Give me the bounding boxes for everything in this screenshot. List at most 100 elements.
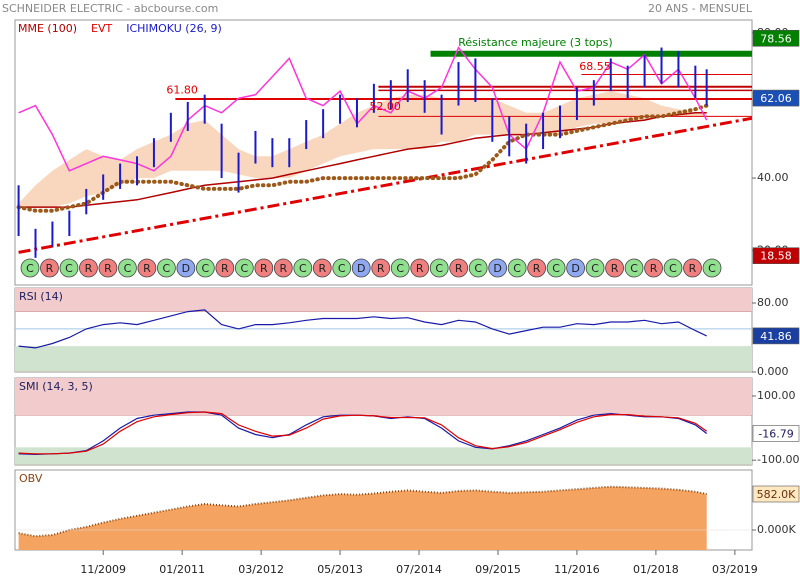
signal-marker	[605, 258, 624, 278]
plot-area	[15, 485, 752, 550]
signal-label: R	[260, 262, 268, 275]
trend-line	[18, 116, 752, 254]
ichimoku-cloud	[18, 91, 707, 208]
kijun-line	[16, 103, 709, 213]
signal-label: R	[650, 262, 658, 275]
obv-area	[18, 486, 707, 550]
legend-entry: ICHIMOKU (26, 9)	[126, 22, 222, 35]
value-box	[752, 485, 800, 503]
signal-label: D	[493, 262, 501, 275]
signal-marker	[273, 258, 293, 278]
signal-marker	[312, 258, 332, 278]
signal-label: R	[221, 262, 229, 275]
signal-label: C	[338, 262, 346, 275]
signal-marker	[40, 258, 59, 278]
signal-marker	[215, 258, 235, 278]
value-box-label: -16.79	[758, 427, 793, 440]
signal-marker	[624, 258, 644, 278]
signal-marker	[293, 258, 313, 278]
x-tick-label: 11/2009	[80, 563, 126, 576]
signal-label: R	[46, 262, 54, 275]
plot-area: Résistance majeure (3 tops) 61.80 52.00 68.…	[16, 36, 752, 258]
signal-marker	[156, 258, 176, 278]
panel	[14, 19, 753, 286]
obv-line	[18, 485, 707, 538]
signal-label: R	[455, 262, 463, 275]
signal-label: C	[240, 262, 248, 275]
value-box-label: 78.56	[760, 32, 792, 45]
signal-marker	[137, 258, 157, 278]
signal-label: C	[65, 262, 73, 275]
plot-area	[15, 378, 752, 465]
panel-title: SMI (14, 3, 5)	[19, 380, 93, 393]
plot-area	[15, 288, 752, 372]
signal-marker	[546, 258, 566, 278]
zone	[15, 378, 752, 416]
signal-marker	[59, 258, 79, 278]
signal-marker	[507, 258, 527, 278]
signal-marker	[176, 258, 196, 278]
value-box	[752, 89, 800, 107]
annotation: 61.80	[166, 83, 198, 96]
x-tick-label: 01/2011	[159, 563, 205, 576]
value-box-label: 18.58	[760, 250, 792, 263]
y-tick-label: -100.00	[757, 453, 799, 466]
signal-label: D	[182, 262, 190, 275]
signal-label: R	[533, 262, 541, 275]
signal-label: C	[299, 262, 307, 275]
x-tick-label: 03/2019	[712, 563, 758, 576]
x-tick-label: 05/2013	[317, 563, 363, 576]
y-tick-label: 40.00	[757, 171, 789, 184]
signal-marker	[390, 258, 410, 278]
signal-marker	[429, 258, 449, 278]
signal-label: C	[163, 262, 171, 275]
signal-label: R	[104, 262, 112, 275]
signal-label: D	[357, 262, 365, 275]
signal-label: R	[143, 262, 151, 275]
y-tick-label: 100.00	[757, 389, 796, 402]
signal-marker	[79, 258, 98, 278]
signal-label: C	[630, 262, 638, 275]
signal-marker	[351, 258, 371, 278]
signal-marker	[585, 258, 605, 278]
signal-label: R	[85, 262, 93, 275]
signal-label: C	[708, 262, 716, 275]
signal-marker	[98, 258, 118, 278]
x-tick-label: 11/2016	[554, 563, 600, 576]
legend-entry: MME (100)	[18, 22, 77, 35]
zone	[15, 346, 752, 372]
x-tick-label: 09/2015	[475, 563, 521, 576]
signal-label: C	[669, 262, 677, 275]
signal-marker	[410, 258, 430, 278]
signal-label: R	[416, 262, 424, 275]
chart-title: SCHNEIDER ELECTRIC - abcbourse.com	[2, 2, 218, 15]
value-box-label: 41.86	[760, 330, 792, 343]
signal-label: C	[552, 262, 560, 275]
value-box	[752, 327, 800, 345]
signal-marker	[488, 258, 508, 278]
signal-label: R	[611, 262, 619, 275]
signal-label: C	[474, 262, 482, 275]
indicator-line	[18, 309, 707, 349]
signal-label: C	[124, 262, 132, 275]
y-tick-label: 0.000K	[757, 523, 796, 536]
x-tick-label: 01/2018	[633, 563, 679, 576]
signal-marker	[644, 258, 663, 278]
signal-label: C	[202, 262, 210, 275]
signal-marker	[468, 258, 488, 278]
x-tick-label: 07/2014	[396, 563, 442, 576]
signal-label: R	[689, 262, 697, 275]
signal-marker	[683, 258, 702, 278]
y-tick-label: 80.00	[757, 296, 789, 309]
value-box	[752, 425, 800, 442]
annotation: Résistance majeure (3 tops)	[458, 36, 612, 49]
signal-label: C	[396, 262, 404, 275]
zone	[15, 447, 752, 465]
signal-label: C	[591, 262, 599, 275]
legend-entry: EVT	[91, 22, 112, 35]
signal-marker	[702, 258, 722, 278]
y-tick-label: 0.000	[757, 365, 789, 378]
signal-marker	[118, 258, 137, 278]
signal-label: R	[318, 262, 326, 275]
indicator-line	[18, 411, 708, 455]
